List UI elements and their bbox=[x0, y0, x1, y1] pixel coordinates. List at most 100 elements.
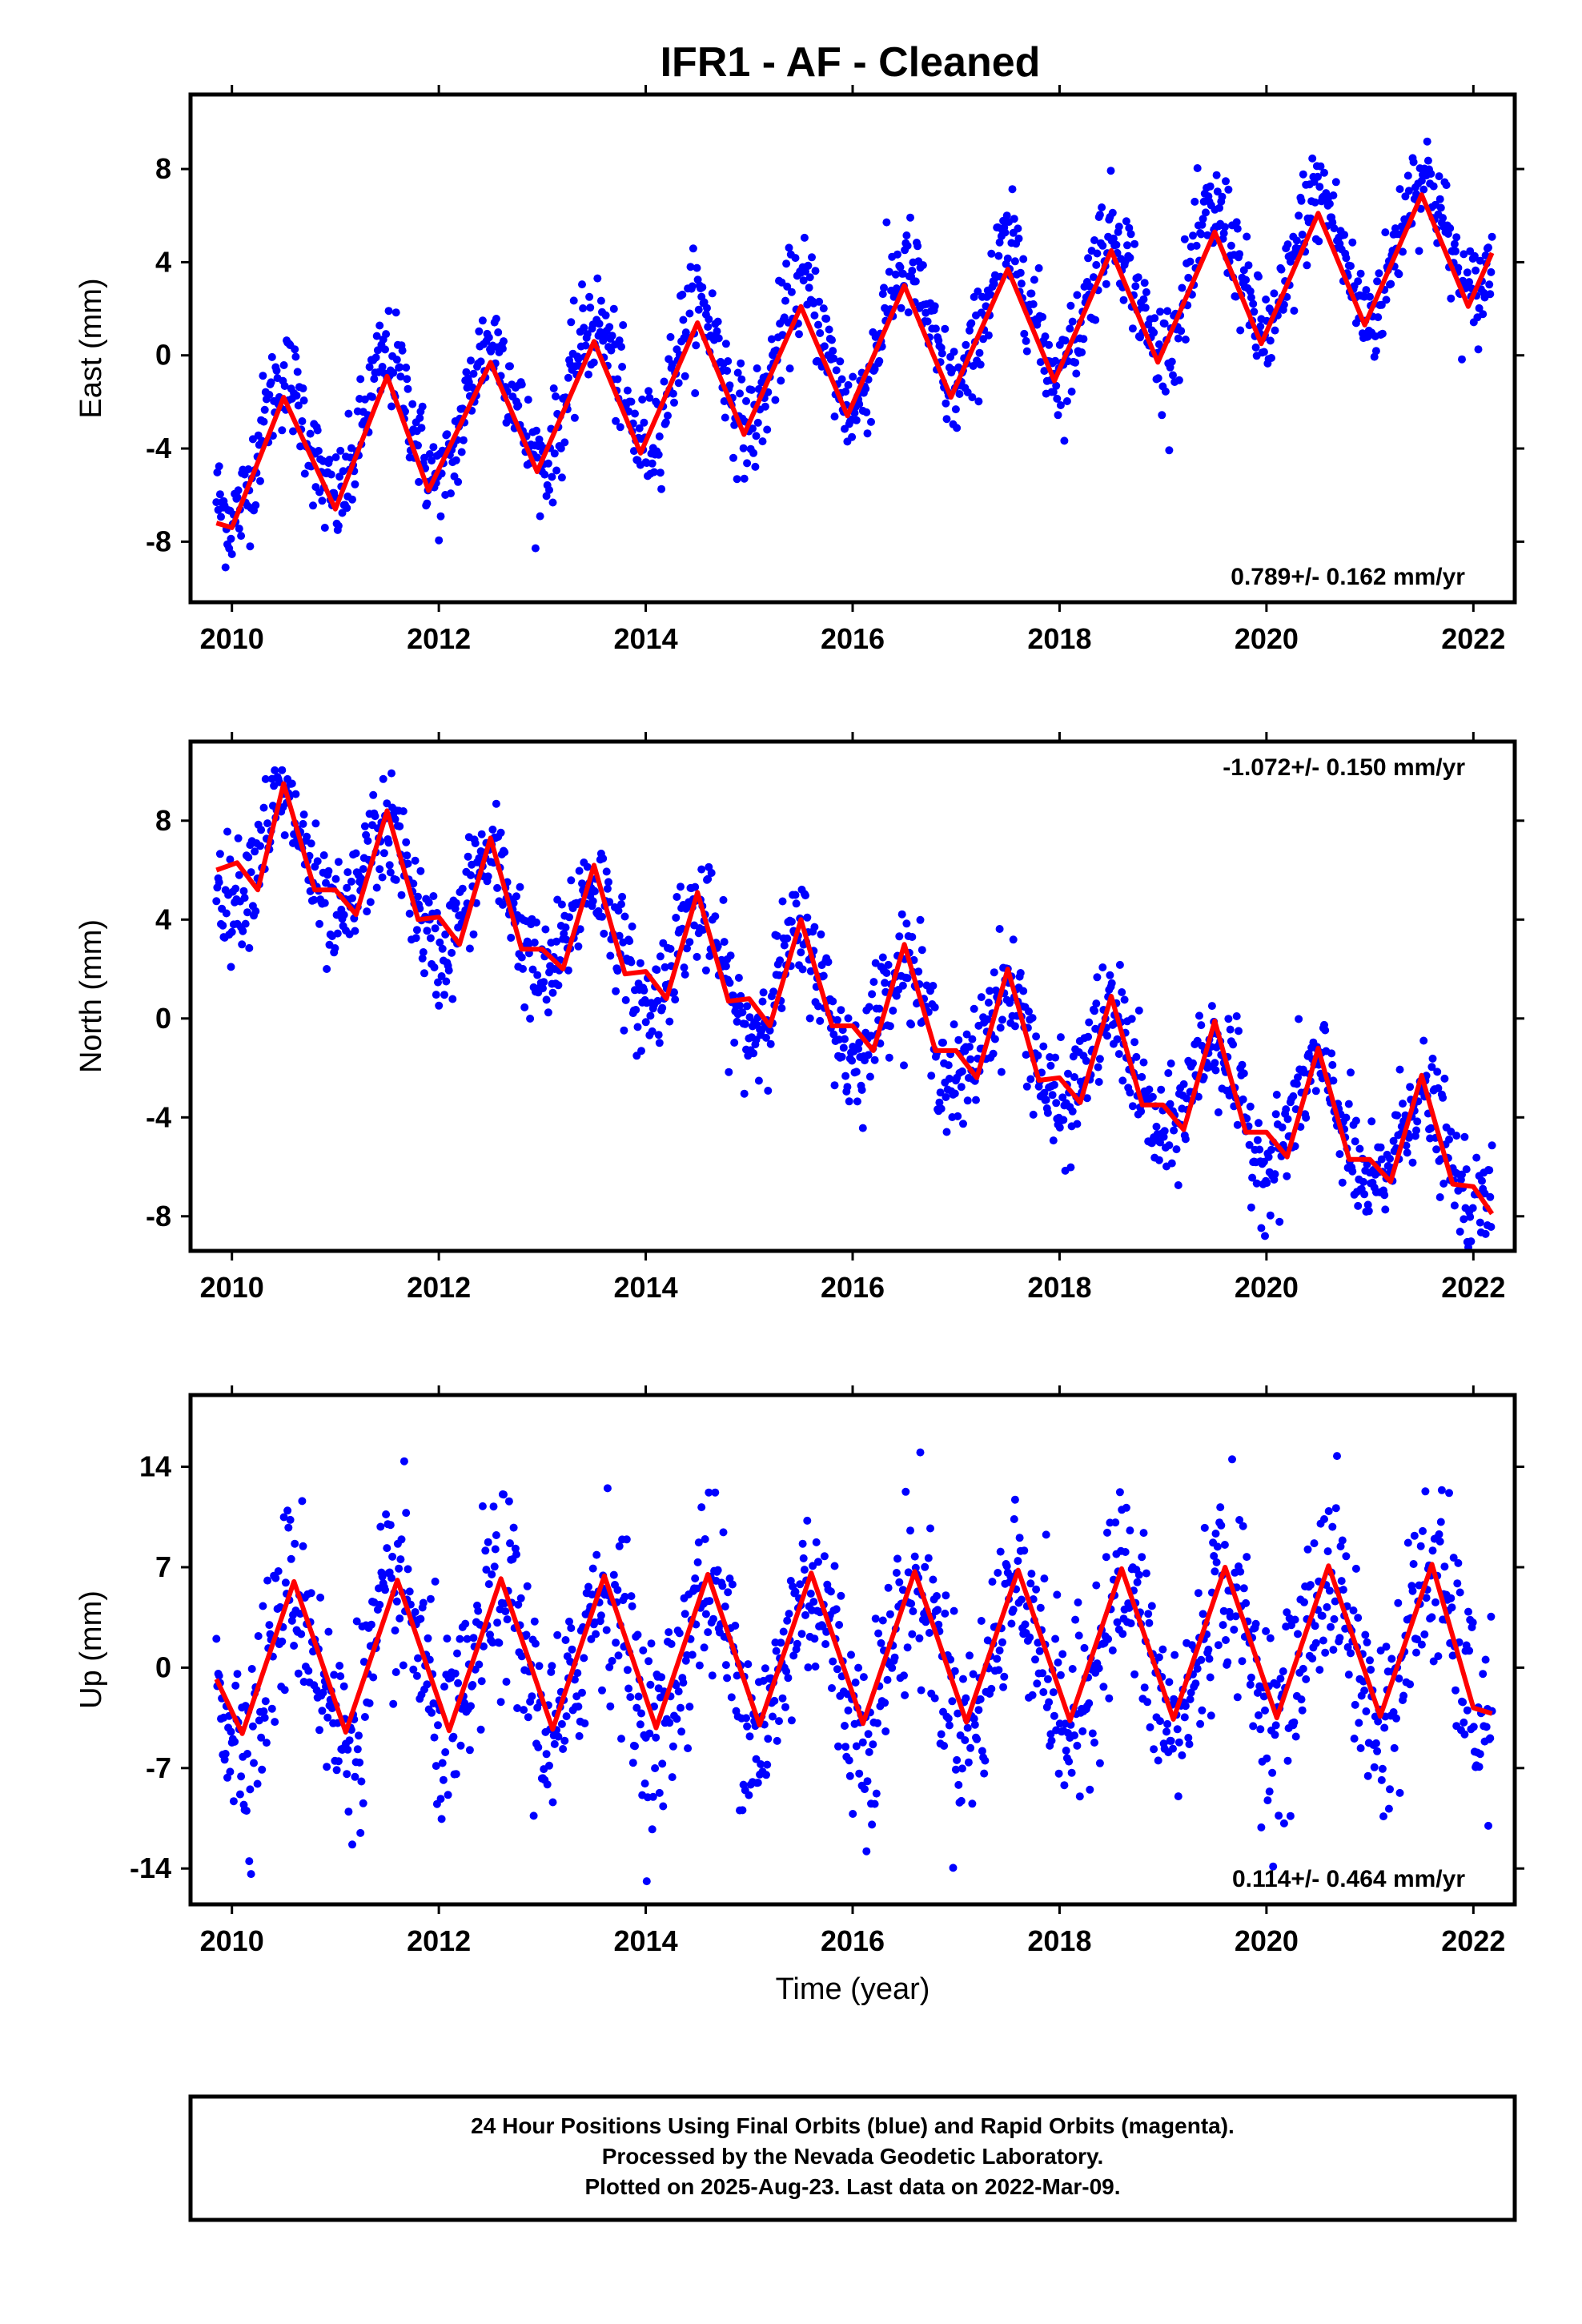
data-point bbox=[820, 1552, 829, 1561]
data-point bbox=[1233, 1693, 1242, 1702]
data-point bbox=[514, 401, 523, 410]
data-point bbox=[863, 1777, 872, 1786]
data-point bbox=[434, 978, 442, 987]
data-point bbox=[1104, 1634, 1113, 1643]
data-point bbox=[251, 847, 259, 856]
data-point bbox=[542, 995, 551, 1004]
data-point bbox=[441, 930, 450, 939]
data-point bbox=[432, 991, 440, 999]
data-point bbox=[412, 926, 421, 935]
data-point bbox=[836, 357, 845, 366]
data-point bbox=[929, 1575, 938, 1584]
footer-frame bbox=[188, 2094, 1517, 2222]
data-point bbox=[877, 1638, 885, 1647]
data-point bbox=[1427, 1124, 1435, 1132]
data-point bbox=[300, 469, 309, 478]
data-point bbox=[1344, 1671, 1353, 1679]
data-point bbox=[491, 1545, 500, 1554]
data-point bbox=[544, 1008, 552, 1017]
data-point bbox=[371, 353, 380, 362]
data-point bbox=[1269, 1862, 1278, 1871]
data-point bbox=[785, 364, 794, 373]
data-point bbox=[1371, 1739, 1380, 1747]
data-point bbox=[1272, 1680, 1281, 1689]
data-point bbox=[344, 1807, 353, 1816]
data-point bbox=[1177, 327, 1186, 336]
x-tick-label: 2014 bbox=[614, 622, 678, 655]
data-point bbox=[267, 1704, 276, 1713]
data-point bbox=[1163, 307, 1172, 316]
data-point bbox=[397, 891, 406, 899]
data-point bbox=[701, 1535, 709, 1543]
data-point bbox=[435, 536, 444, 545]
data-point bbox=[779, 1627, 788, 1636]
data-point bbox=[1447, 1603, 1456, 1612]
x-tick-label: 2012 bbox=[407, 1924, 471, 1957]
data-point bbox=[810, 311, 819, 320]
data-point bbox=[666, 332, 675, 341]
data-point bbox=[1395, 1788, 1404, 1797]
data-point bbox=[442, 977, 451, 986]
data-point bbox=[1054, 1769, 1063, 1778]
data-point bbox=[259, 372, 267, 380]
data-point bbox=[1376, 1143, 1385, 1152]
data-point bbox=[392, 356, 401, 364]
data-point bbox=[369, 790, 378, 799]
data-point bbox=[258, 1765, 267, 1774]
x-tick-label: 2014 bbox=[614, 1271, 678, 1304]
data-point bbox=[963, 1723, 972, 1732]
data-point bbox=[1186, 1695, 1195, 1703]
data-point bbox=[336, 1672, 345, 1681]
data-point bbox=[617, 1735, 625, 1743]
data-point bbox=[336, 446, 345, 455]
data-point bbox=[1033, 1679, 1042, 1688]
data-point bbox=[1113, 1618, 1122, 1626]
data-point bbox=[1386, 1785, 1394, 1794]
data-point bbox=[1375, 269, 1383, 278]
data-point bbox=[1481, 1229, 1490, 1238]
data-point bbox=[1056, 1671, 1065, 1679]
data-point bbox=[1098, 241, 1107, 250]
data-point bbox=[974, 1706, 983, 1715]
data-point bbox=[724, 357, 733, 365]
data-point bbox=[262, 1739, 271, 1747]
data-point bbox=[226, 1767, 235, 1776]
data-point bbox=[1108, 208, 1117, 217]
data-point bbox=[449, 1732, 458, 1741]
data-point bbox=[522, 1630, 531, 1639]
data-point bbox=[323, 1763, 331, 1771]
data-point bbox=[1343, 1642, 1352, 1651]
data-point bbox=[1330, 1614, 1339, 1623]
data-point bbox=[898, 1586, 907, 1594]
data-point bbox=[1050, 1711, 1058, 1720]
data-point bbox=[1450, 1201, 1459, 1210]
data-point bbox=[1386, 1154, 1394, 1163]
data-point bbox=[517, 953, 526, 962]
data-point bbox=[761, 402, 769, 411]
data-point bbox=[524, 396, 532, 404]
data-point bbox=[996, 1023, 1005, 1032]
data-point bbox=[1308, 154, 1317, 163]
data-point bbox=[733, 368, 742, 377]
data-point bbox=[1255, 1119, 1263, 1128]
data-point bbox=[1259, 1692, 1268, 1701]
data-point bbox=[488, 825, 497, 834]
data-point bbox=[930, 302, 939, 311]
data-point bbox=[371, 812, 379, 821]
data-point bbox=[569, 296, 578, 305]
data-point bbox=[278, 1637, 287, 1646]
data-point bbox=[725, 1068, 733, 1076]
data-point bbox=[1328, 1060, 1337, 1069]
data-point bbox=[700, 1643, 709, 1652]
data-point bbox=[298, 1497, 307, 1506]
data-point bbox=[994, 1569, 1002, 1577]
data-point bbox=[1347, 262, 1355, 271]
data-point bbox=[416, 866, 425, 875]
data-point bbox=[1246, 1102, 1255, 1111]
data-point bbox=[1464, 1607, 1472, 1616]
data-point bbox=[990, 1035, 999, 1043]
data-point bbox=[520, 1706, 528, 1715]
data-point bbox=[901, 1487, 910, 1496]
data-point bbox=[1192, 241, 1201, 250]
data-point bbox=[721, 1602, 729, 1611]
